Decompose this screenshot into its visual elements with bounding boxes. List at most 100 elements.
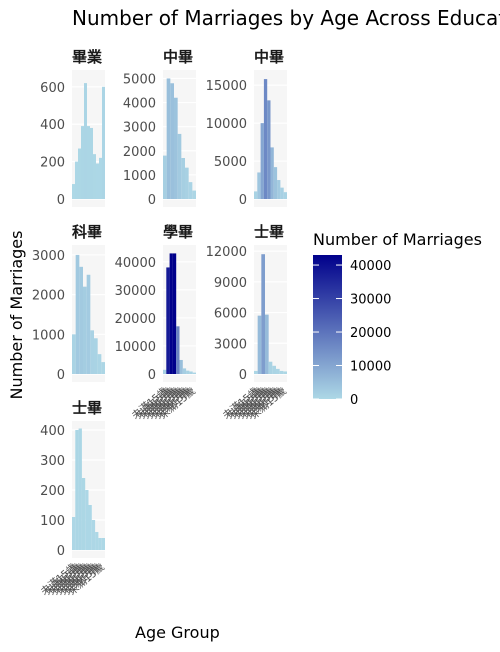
bar	[98, 538, 102, 550]
facet-label: 士畢	[254, 223, 284, 241]
facet-panels: 畢業0200400600中畢010002000300040005000中畢050…	[32, 48, 289, 598]
bar	[260, 123, 264, 199]
bar	[81, 478, 86, 550]
bar	[186, 370, 190, 374]
bar	[101, 362, 105, 374]
y-tick-label: 20000	[115, 312, 156, 327]
bar	[163, 155, 167, 199]
bar	[176, 326, 180, 374]
y-tick-label: 0	[239, 193, 247, 208]
legend-title: Number of Marriages	[313, 230, 482, 249]
bar	[83, 286, 87, 374]
y-tick-label: 1000	[32, 328, 65, 343]
y-tick-label: 15000	[206, 79, 247, 94]
y-tick-label: 0	[57, 544, 65, 559]
legend-tick-label: 30000	[350, 293, 391, 308]
bar	[192, 372, 196, 374]
y-tick-label: 30000	[115, 284, 156, 299]
bar	[166, 267, 170, 374]
bar	[85, 490, 89, 550]
bar	[72, 184, 75, 199]
facet-label: 學畢	[163, 223, 193, 241]
bar	[94, 338, 98, 374]
y-tick-label: 6000	[214, 307, 247, 322]
facet-panel-4: 科畢 0 1000 2000 3000	[32, 223, 105, 383]
y-tick-label: 3000	[32, 249, 65, 264]
bar	[79, 266, 83, 374]
y-tick-label: 400	[40, 118, 65, 133]
y-tick-label: 2000	[32, 289, 65, 304]
bar	[96, 163, 99, 199]
bar	[261, 254, 265, 374]
bar	[267, 100, 271, 199]
y-tick-label: 0	[57, 193, 65, 208]
y-axis-title: Number of Marriages	[7, 231, 26, 400]
bar	[277, 180, 281, 199]
facet-label: 科畢	[72, 223, 102, 241]
y-tick-label: 0	[148, 368, 156, 383]
y-tick-label: 10000	[115, 340, 156, 355]
y-tick-label: 4000	[123, 97, 156, 112]
bar	[189, 371, 193, 374]
bar	[179, 359, 183, 374]
bar	[257, 172, 261, 199]
bar	[170, 83, 174, 199]
bar	[188, 182, 193, 199]
facet-label: 中畢	[163, 48, 193, 66]
bar	[273, 167, 278, 199]
facet-panel-5: 學畢010000200003000040000未滿15歲未滿15歲未滿15歲未滿…	[115, 223, 198, 422]
legend-tick-label: 20000	[350, 326, 391, 341]
bar	[254, 191, 258, 199]
y-tick-label: 0	[57, 368, 65, 383]
y-tick-label: 400	[40, 424, 65, 439]
bar	[78, 148, 81, 199]
legend-colorbar	[313, 255, 342, 399]
color-legend: Number of Marriages 0 10000 20000 30000 4000…	[313, 230, 482, 408]
bar	[75, 430, 79, 550]
bar	[90, 330, 94, 374]
y-tick-label: 5000	[123, 72, 156, 87]
facet-panel-1: 畢業 0 200 400 600	[40, 48, 105, 208]
bar	[270, 147, 274, 199]
bar	[169, 253, 173, 374]
x-axis-title: Age Group	[135, 623, 220, 642]
bar	[166, 78, 171, 199]
bar	[163, 369, 167, 374]
bar	[72, 517, 76, 550]
bar	[75, 254, 80, 374]
facet-panel-3: 中畢 0 5000 10000 15000	[206, 48, 287, 208]
y-tick-label: 600	[40, 81, 65, 96]
bar	[93, 154, 96, 199]
bar	[102, 86, 105, 199]
bar	[263, 79, 268, 199]
bar	[272, 365, 276, 374]
bar	[78, 428, 82, 550]
bar	[283, 371, 287, 374]
bar	[254, 370, 258, 374]
facet-panel-6: 士畢030006000900012000未滿15歲未滿15歲未滿15歲未滿15歲…	[206, 223, 289, 422]
y-tick-label: 40000	[115, 256, 156, 271]
bar	[90, 127, 93, 199]
y-tick-label: 2000	[123, 145, 156, 160]
facet-label: 士畢	[72, 399, 102, 417]
y-tick-label: 200	[40, 484, 65, 499]
y-tick-label: 0	[148, 193, 156, 208]
y-tick-label: 3000	[214, 337, 247, 352]
bar	[86, 274, 91, 374]
y-tick-label: 1000	[123, 169, 156, 184]
y-tick-label: 200	[40, 156, 65, 171]
bar	[88, 505, 92, 550]
y-tick-label: 100	[40, 514, 65, 529]
bar	[280, 187, 284, 199]
legend-tick-label: 10000	[350, 360, 391, 375]
bar	[265, 314, 269, 374]
bar	[91, 520, 96, 550]
bar	[283, 192, 287, 199]
facet-label: 中畢	[254, 48, 284, 66]
bar	[192, 190, 196, 199]
bar	[172, 253, 177, 374]
y-tick-label: 9000	[214, 276, 247, 291]
y-tick-label: 12000	[206, 245, 247, 260]
y-tick-label: 10000	[206, 117, 247, 132]
